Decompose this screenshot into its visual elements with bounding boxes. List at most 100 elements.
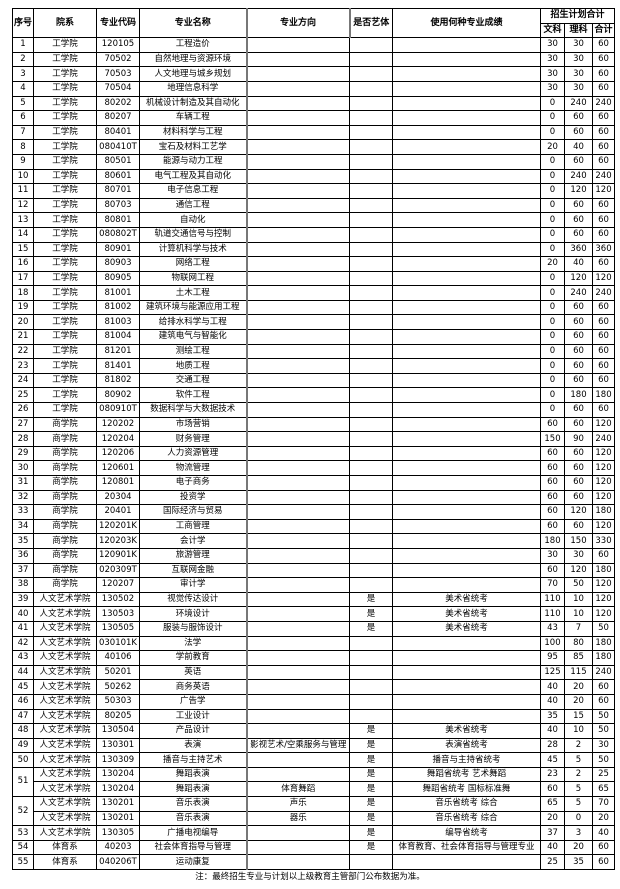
cell-no: 6 (12, 110, 34, 126)
table-row: 35 商学院 120203K 会计学 180 150 330 (12, 533, 616, 549)
cell-score (392, 51, 541, 68)
cell-code: 030101K (96, 635, 140, 652)
cell-code: 20304 (96, 489, 140, 506)
table-row: 51 人文艺术学院 130204 舞蹈表演是舞蹈省统考 艺术舞蹈 23 2 25 (12, 766, 616, 798)
table-row: 6 工学院 80207 车辆工程 0 60 60 (12, 110, 616, 126)
cell-science: 60 (564, 489, 593, 506)
cell-score (392, 212, 541, 228)
cell-no: 3 (12, 66, 34, 82)
cell-no: 34 (12, 518, 34, 535)
cell-no: 14 (12, 226, 34, 243)
cell-science: 120 (564, 270, 593, 287)
cell-name: 交通工程 (139, 372, 248, 389)
table-row: 43 人文艺术学院 40106 学前教育 95 85 180 (12, 650, 616, 666)
cell-arts: 0 (540, 402, 565, 418)
cell-science: 7 (564, 620, 593, 637)
cell-science: 30 (564, 80, 593, 97)
cell-name: 学前教育 (139, 650, 248, 666)
cell-no: 17 (12, 270, 34, 287)
cell-dept: 工学院 (33, 270, 97, 287)
table-row: 5 工学院 80202 机械设计制造及其自动化 0 240 240 (12, 95, 616, 112)
header-plan: 招生计划合计 (539, 8, 616, 24)
header-total: 合计 (591, 22, 616, 39)
cell-score: 美术省统考 (392, 606, 541, 622)
cell-total: 60 (591, 854, 616, 871)
table-row: 34 商学院 120201K 工商管理 60 60 120 (12, 518, 616, 535)
cell-dept: 人文艺术学院 (33, 679, 97, 695)
cell-name: 产品设计 (139, 723, 248, 739)
cell-total: 180 (591, 562, 616, 579)
cell-total: 50 (591, 752, 616, 768)
cell-total: 240 (591, 285, 616, 301)
header-code: 专业代码 (96, 7, 140, 39)
cell-arts: 150 (540, 431, 565, 447)
cell-dept: 商学院 (33, 475, 97, 491)
cell-arts: 40 (540, 693, 565, 710)
cell-no: 53 (12, 825, 34, 841)
cell-arts: 110 (540, 606, 565, 622)
cell-arts: 60 (540, 781, 565, 798)
table-row: 32 商学院 20304 投资学 60 60 120 (12, 489, 616, 506)
cell-name: 工业设计 (139, 708, 248, 725)
cell-no: 22 (12, 343, 34, 360)
cell-score (392, 153, 541, 170)
cell-total: 60 (591, 402, 616, 418)
cell-name: 旅游管理 (139, 547, 248, 564)
cell-no: 25 (12, 387, 34, 404)
cell-art: 是 (349, 810, 393, 827)
cell-name: 人力资源管理 (139, 445, 248, 462)
table-row: 55 体育系 040206T 运动康复 25 35 60 (12, 854, 616, 871)
cell-score (392, 139, 541, 155)
cell-code: 080802T (96, 226, 140, 243)
table-row: 24 工学院 81802 交通工程 0 60 60 (12, 372, 616, 389)
cell-art: 是 (349, 766, 393, 783)
cell-dept: 体育系 (33, 854, 97, 871)
cell-name: 音乐表演 (139, 796, 248, 812)
table-row: 48 人文艺术学院 130504 产品设计 是美术省统考 40 10 50 (12, 723, 616, 739)
cell-name: 测绘工程 (139, 343, 248, 360)
cell-art (349, 110, 393, 126)
cell-name: 物流管理 (139, 460, 248, 476)
cell-arts: 35 (540, 708, 565, 725)
cell-score (392, 518, 541, 535)
cell-score (392, 460, 541, 476)
cell-dept: 人文艺术学院 (33, 620, 97, 637)
cell-art: 是 (349, 723, 393, 739)
cell-total: 25 (591, 766, 616, 783)
table-row: 19 工学院 81002 建筑环境与能源应用工程 0 60 60 (12, 299, 616, 316)
cell-score (392, 270, 541, 287)
cell-arts: 20 (540, 256, 565, 272)
cell-arts: 0 (540, 241, 565, 258)
table-row: 7 工学院 80401 材料科学与工程 0 60 60 (12, 124, 616, 141)
cell-arts: 0 (540, 299, 565, 316)
cell-score (392, 708, 541, 725)
cell-total: 120 (591, 591, 616, 608)
cell-direction: 体育舞蹈 (246, 781, 350, 798)
cell-art (349, 95, 393, 112)
cell-total: 20 (591, 810, 616, 827)
cell-arts: 0 (540, 314, 565, 331)
cell-name: 工程造价 (139, 37, 248, 53)
cell-total: 60 (591, 139, 616, 155)
cell-art (349, 416, 393, 433)
cell-code: 040206T (96, 854, 140, 871)
cell-direction (246, 489, 350, 506)
cell-name: 视觉传达设计 (139, 591, 248, 608)
cell-code: 81004 (96, 329, 140, 345)
cell-arts: 30 (540, 51, 565, 68)
cell-code: 80901 (96, 241, 140, 258)
cell-art: 是 (349, 781, 393, 798)
cell-code: 120601 (96, 460, 140, 476)
cell-art (349, 66, 393, 82)
table-row: 20 工学院 81003 给排水科学与工程 0 60 60 (12, 314, 616, 331)
cell-no: 43 (12, 650, 34, 666)
cell-direction (246, 839, 350, 856)
cell-art (349, 635, 393, 652)
cell-code: 20401 (96, 504, 140, 520)
cell-name: 土木工程 (139, 285, 248, 301)
cell-art: 是 (349, 591, 393, 608)
cell-direction (246, 226, 350, 243)
cell-direction: 声乐 (246, 796, 350, 812)
table-row: 3 工学院 70503 人文地理与城乡规划 30 30 60 (12, 66, 616, 82)
cell-name: 通信工程 (139, 197, 248, 214)
